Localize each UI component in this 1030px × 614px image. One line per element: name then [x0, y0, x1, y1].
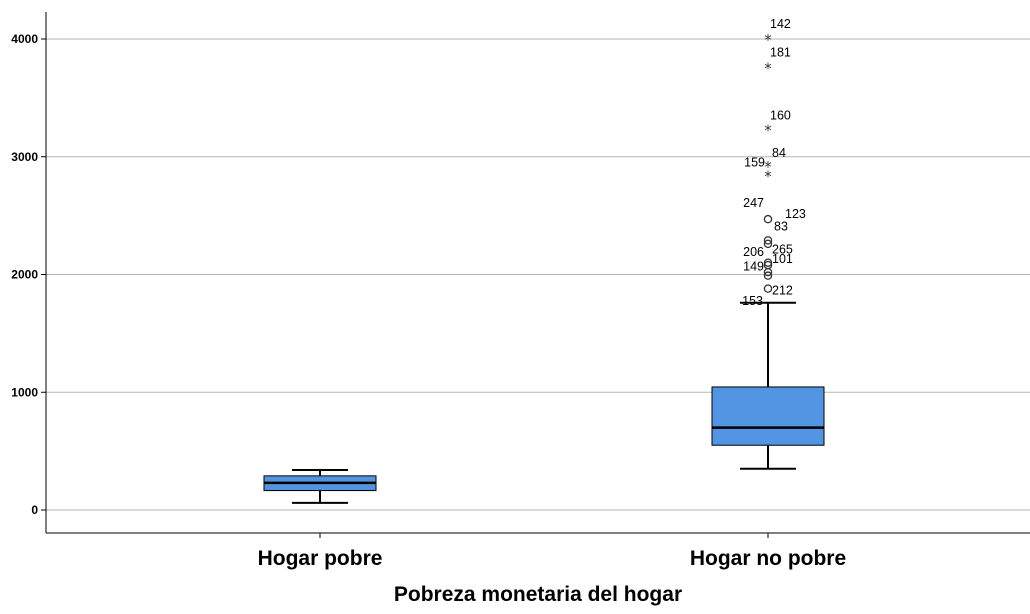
outlier-label: 149 — [743, 260, 764, 274]
outlier-label: 265 — [772, 243, 793, 257]
outlier-point — [763, 258, 773, 267]
outlier-label: 181 — [770, 45, 791, 59]
outlier-label: 123 — [785, 207, 806, 221]
outlier-label: 212 — [772, 284, 793, 298]
outlier-point — [763, 284, 773, 293]
outlier-label: 83 — [774, 219, 788, 233]
x-axis-title: Pobreza monetaria del hogar — [394, 583, 682, 606]
y-tick-label: 0 — [31, 503, 38, 517]
outlier-label: 101 — [772, 252, 793, 266]
extreme-point: * — [764, 31, 772, 49]
outlier-label: 153 — [742, 294, 763, 308]
extreme-point: * — [764, 59, 772, 77]
category-label: Hogar no pobre — [690, 547, 846, 570]
outlier-label: 247 — [743, 196, 764, 210]
iqr-box — [711, 386, 825, 446]
y-tick-label: 1000 — [11, 385, 38, 399]
gridlines — [41, 38, 1030, 511]
axes — [45, 12, 1030, 534]
extreme-point: * — [764, 158, 772, 176]
y-tick-label: 4000 — [11, 32, 38, 46]
outlier-label: 84 — [772, 146, 786, 160]
outlier-label: 159 — [744, 156, 765, 170]
outlier-point — [763, 236, 773, 245]
outlier-label: 160 — [770, 109, 791, 123]
box-group — [263, 468, 377, 504]
outlier-point — [763, 260, 773, 270]
y-tick-label: 2000 — [11, 268, 38, 282]
extreme-point: * — [764, 168, 772, 186]
extreme-point: * — [764, 122, 772, 140]
category-labels: Hogar pobre Hogar no pobre — [258, 533, 846, 570]
category-label: Hogar pobre — [258, 547, 383, 570]
outlier-point — [763, 214, 773, 224]
outlier-label: 206 — [743, 245, 764, 259]
y-tick-label: 3000 — [11, 150, 38, 164]
y-tick-labels: 0 1000 2000 3000 4000 — [11, 32, 38, 517]
outlier-point — [763, 271, 773, 280]
outlier-point — [763, 239, 773, 249]
outlier-label: 142 — [770, 17, 791, 31]
